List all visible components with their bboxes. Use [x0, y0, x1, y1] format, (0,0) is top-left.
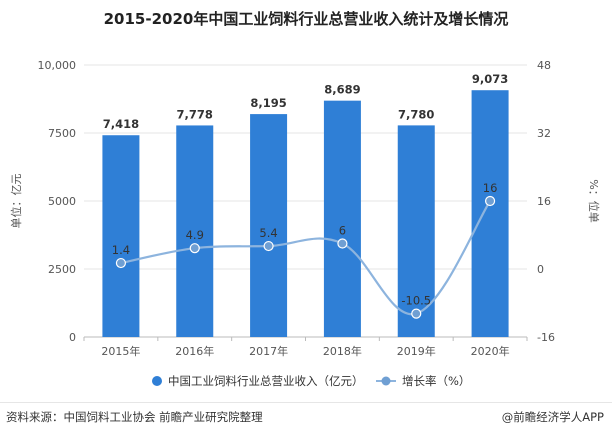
growth-point [411, 308, 422, 319]
x-tick-label: 2015年 [101, 344, 140, 358]
x-tick-label: 2017年 [249, 344, 288, 358]
growth-point [263, 240, 274, 252]
growth-value-label: 4.9 [186, 228, 204, 242]
bar [323, 100, 361, 337]
y-left-tick-label: 0 [69, 331, 76, 344]
x-tick-label: 2016年 [175, 344, 214, 358]
legend: 中国工业饲料行业总营业收入（亿元） 增长率（%） [152, 374, 470, 388]
legend-line-label: 增长率（%） [402, 374, 470, 388]
gridlines [84, 64, 527, 338]
bar-series: 7,418 7,778 8,195 8,689 7,780 9,073 [102, 72, 509, 337]
axes: 0 2500 5000 7500 10,000 -16 0 16 32 48 单位：亿元 %：位单 20… [9, 59, 601, 358]
y-left-tick-label: 2500 [48, 263, 76, 276]
legend-bar-swatch [152, 376, 162, 386]
bar-value-label: 7,418 [103, 117, 139, 131]
bar [471, 90, 509, 337]
bar-value-label: 8,195 [250, 96, 286, 110]
source-note: 资料来源：中国饲料工业协会 前瞻产业研究院整理 [6, 410, 263, 424]
bar [250, 114, 288, 337]
x-tick-label: 2019年 [397, 344, 436, 358]
growth-value-label: -10.5 [401, 294, 431, 308]
line-series: 1.4 4.9 5.4 6 -10.5 16 [112, 181, 498, 319]
y-right-tick-label: 48 [537, 59, 551, 72]
bar-value-label: 7,780 [398, 107, 434, 121]
y-right-tick-label: 0 [537, 263, 544, 276]
y-right-tick-label: 32 [537, 127, 551, 140]
growth-point [484, 195, 496, 207]
y-right-tick-label: -16 [537, 331, 555, 344]
chart-title: 2015-2020年中国工业饲料行业总营业收入统计及增长情况 [103, 10, 509, 28]
growth-value-label: 16 [483, 181, 498, 195]
legend-bar-label: 中国工业饲料行业总营业收入（亿元） [168, 374, 364, 388]
legend-line-marker [381, 376, 391, 386]
y-right-axis-label: %：位单 [587, 179, 601, 222]
bar [102, 135, 140, 337]
y-left-axis-label: 单位：亿元 [9, 174, 23, 229]
bar [176, 125, 214, 337]
combo-chart: 7,418 7,778 8,195 8,689 7,780 9,073 1.4 4.9 5.4… [9, 59, 601, 388]
growth-value-label: 6 [339, 224, 346, 238]
growth-point [115, 257, 127, 269]
growth-point [337, 238, 348, 249]
footer-divider [0, 402, 612, 403]
growth-point [189, 243, 200, 254]
bar-value-label: 9,073 [472, 72, 508, 86]
y-left-tick-label: 5000 [48, 195, 76, 208]
credit-note: @前瞻经济学人APP [501, 410, 604, 424]
growth-value-label: 1.4 [112, 243, 130, 257]
bar-value-label: 8,689 [324, 83, 360, 97]
bar [397, 125, 435, 337]
y-left-tick-label: 10,000 [38, 59, 77, 72]
x-tick-label: 2018年 [323, 344, 362, 358]
y-right-tick-label: 16 [537, 195, 551, 208]
growth-value-label: 5.4 [259, 226, 277, 240]
y-left-tick-label: 7500 [48, 127, 76, 140]
x-tick-label: 2020年 [471, 344, 510, 358]
bar-value-label: 7,778 [177, 107, 213, 121]
